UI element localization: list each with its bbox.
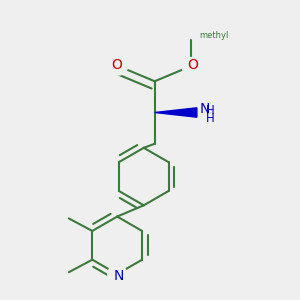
Circle shape <box>108 265 127 284</box>
Circle shape <box>182 58 200 75</box>
Text: O: O <box>112 58 123 72</box>
Text: O: O <box>187 58 198 72</box>
Circle shape <box>188 104 206 121</box>
Text: H: H <box>206 104 215 117</box>
Text: methyl: methyl <box>200 31 229 40</box>
Text: H: H <box>206 112 215 124</box>
Polygon shape <box>155 108 197 117</box>
Text: N: N <box>200 102 210 116</box>
Circle shape <box>110 58 128 75</box>
Text: N: N <box>114 269 124 283</box>
